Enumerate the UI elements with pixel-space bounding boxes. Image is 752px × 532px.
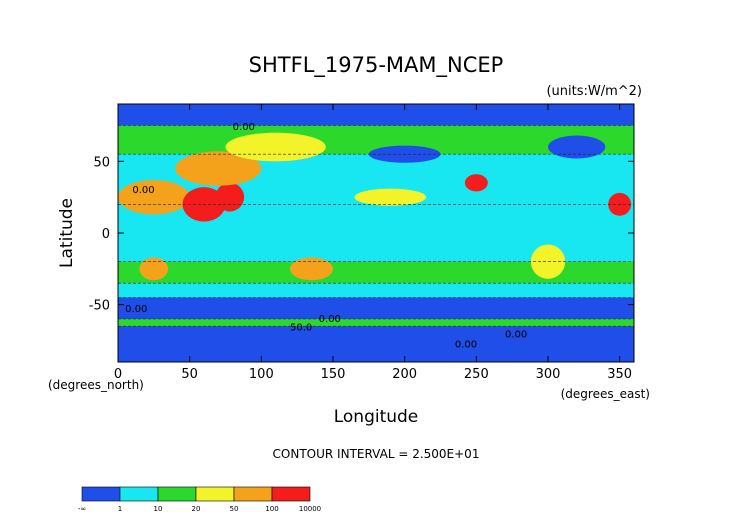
colorbar-swatch — [81, 486, 121, 502]
x-tick-label: 0 — [114, 367, 122, 382]
x-units-label: (degrees_east) — [561, 387, 650, 401]
colorbar-swatch — [271, 486, 311, 502]
field-patch-north-america-sw-hot — [464, 174, 488, 192]
colorbar-swatch — [195, 486, 235, 502]
colorbar: -∞ 1 10 20 50 100 10000 — [78, 486, 321, 513]
contour-label: 0.00 — [125, 304, 147, 315]
contour-label: 0.00 — [233, 122, 255, 133]
x-tick-label: 300 — [536, 367, 561, 382]
x-axis-label: Longitude — [334, 407, 419, 427]
x-tick-label: 350 — [607, 367, 632, 382]
colorbar-label: 50 — [230, 505, 239, 513]
field-patch-pacific-yellow — [354, 188, 427, 206]
colorbar-label: 10000 — [299, 505, 321, 513]
field-band-7 — [118, 319, 634, 327]
colorbar-label: 20 — [192, 505, 201, 513]
contour-label: 0.00 — [505, 330, 527, 341]
contour-label: 0.00 — [132, 185, 154, 196]
field-band-4 — [118, 261, 634, 284]
colorbar-swatch — [157, 486, 197, 502]
field-patch-south-africa — [139, 257, 169, 281]
field-band-0 — [118, 104, 634, 126]
y-tick-label: 0 — [102, 227, 110, 242]
y-axis: -50 0 50 — [89, 155, 634, 314]
field-band-8 — [118, 326, 634, 362]
x-tick-label: 150 — [321, 367, 346, 382]
contour-label: 0.00 — [455, 340, 477, 351]
field-patch-siberia — [225, 132, 326, 162]
contour-label: 0.00 — [319, 314, 341, 325]
field-patch-central-asia — [175, 151, 262, 186]
units-label: (units:W/m^2) — [546, 84, 642, 99]
x-tick-label: 200 — [392, 367, 417, 382]
chart-title: SHTFL_1975-MAM_NCEP — [249, 53, 504, 78]
contour-interval: CONTOUR INTERVAL = 2.500E+01 — [273, 447, 480, 461]
field-band-5 — [118, 283, 634, 298]
y-tick-label: -50 — [89, 299, 110, 314]
field-patch-india-tibet-hot — [215, 182, 245, 212]
x-tick-label: 100 — [249, 367, 274, 382]
field-patch-north-atlantic-cold — [548, 135, 606, 159]
colorbar-label: 10 — [154, 505, 163, 513]
field-band-6 — [118, 297, 634, 319]
contour-layer: 0.00 0.00 0.00 0.00 50.0 0.00 0.00 — [118, 104, 634, 351]
colorbar-label: 1 — [118, 505, 122, 513]
colorbar-label: 100 — [265, 505, 278, 513]
colorbar-swatch — [233, 486, 273, 502]
plot-area: 0.00 0.00 0.00 0.00 50.0 0.00 0.00 — [117, 103, 635, 363]
colorbar-label: -∞ — [78, 505, 86, 513]
x-axis: 0 50 100 150 200 250 300 350 — [114, 104, 632, 382]
x-tick-label: 250 — [464, 367, 489, 382]
field-patch-sahara-arabia — [118, 179, 190, 215]
colorbar-swatch — [119, 486, 159, 502]
y-units-label: (degrees_north) — [48, 378, 144, 392]
y-axis-label: Latitude — [57, 198, 77, 268]
contour-label: 50.0 — [290, 322, 312, 333]
field-layer — [118, 104, 634, 362]
x-tick-label: 50 — [181, 367, 198, 382]
field-patch-australia — [290, 257, 333, 281]
y-tick-label: 50 — [93, 155, 110, 170]
